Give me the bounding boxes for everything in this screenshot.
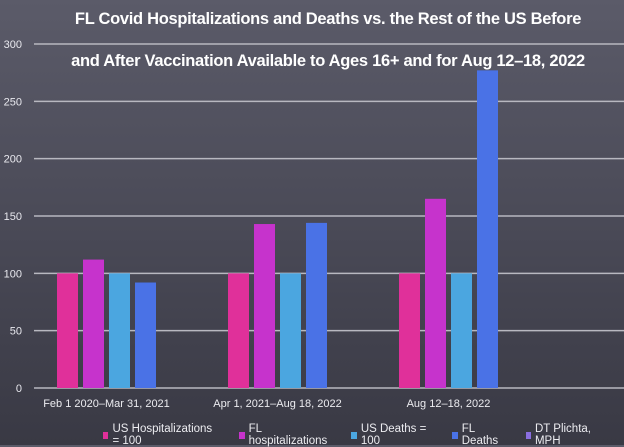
legend-item: US Deaths = 100 [351,423,429,447]
y-tick-label: 200 [4,154,22,166]
bar [425,198,446,388]
chart-title-line-1: FL Covid Hospitalizations and Deaths vs.… [74,10,582,28]
bar [451,273,472,388]
x-axis-ticks: Feb 1 2020–Mar 31, 2021 Apr 1, 2021–Aug 1… [43,398,490,410]
legend-label: FL hospitalizations [248,423,328,447]
legend-item: US Hospitalizations = 100 [103,423,216,447]
bar [280,273,301,388]
bar [399,273,420,388]
bar [83,259,104,388]
legend-label: US Deaths = 100 [360,423,427,447]
y-tick-label: 250 [4,96,22,108]
legend-item: DT Plichta, MPH [525,423,602,447]
y-axis-ticks: 0 50 100 150 200 250 300 [4,39,22,395]
legend-swatch [103,431,109,439]
legend-item: FL Deaths [452,423,502,447]
bars [57,70,498,388]
y-tick-label: 0 [16,383,22,395]
bar [477,70,498,388]
x-tick-label: Apr 1, 2021–Aug 18, 2022 [213,398,341,410]
bar [254,224,275,388]
bar [306,222,327,388]
y-tick-label: 150 [4,211,22,223]
bar [57,273,78,388]
legend-swatch [452,431,458,439]
gridlines [34,43,624,389]
legend-swatch [238,431,245,439]
y-tick-label: 300 [4,39,22,51]
chart-title-line-2: and After Vaccination Available to Ages … [71,52,585,70]
legend-swatch [351,431,357,439]
legend-label: US Hospitalizations = 100 [112,423,213,447]
legend: US Hospitalizations = 100 FL hospitalizat… [0,423,624,447]
x-tick-label: Aug 12–18, 2022 [407,398,491,410]
x-tick-label: Feb 1 2020–Mar 31, 2021 [43,398,170,410]
legend-swatch [525,431,531,439]
bar [228,273,249,388]
legend-label: DT Plichta, MPH [534,423,591,447]
bar [135,282,156,388]
legend-item: FL hospitalizations [238,423,329,447]
y-tick-label: 100 [4,268,22,280]
legend-label: FL Deaths [461,423,499,447]
bar [109,273,130,388]
y-tick-label: 50 [10,326,22,338]
